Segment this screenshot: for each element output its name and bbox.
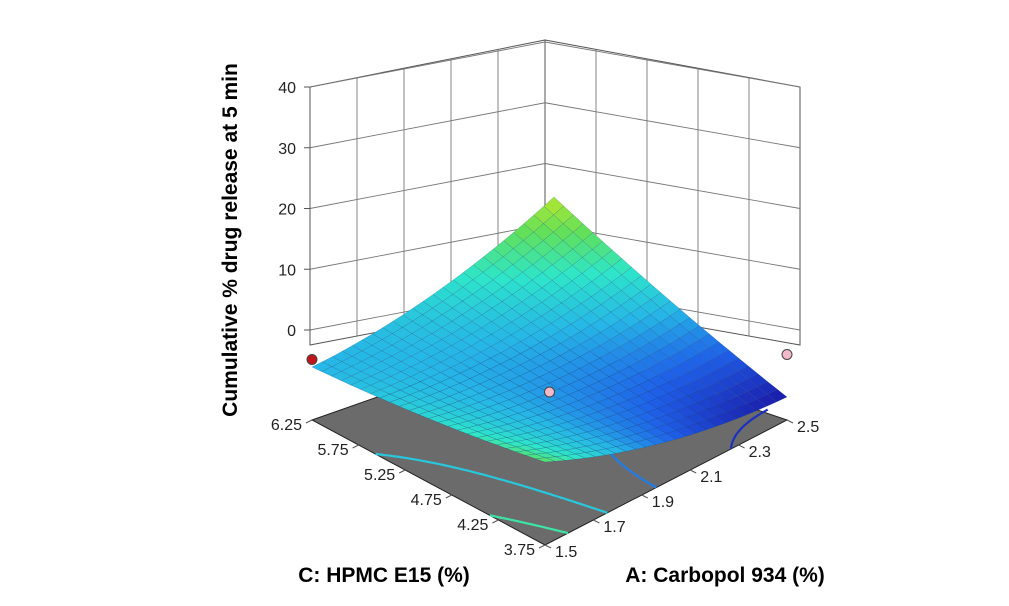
a-tick-label: 2.1 (700, 469, 722, 486)
c-tick (445, 494, 453, 499)
design-point (306, 354, 318, 365)
a-tick-label: 1.9 (652, 494, 674, 511)
left-wall-grid-h (309, 41, 546, 88)
c-tick-label: 4.25 (457, 517, 488, 534)
a-tick (544, 544, 552, 549)
c-tick (305, 419, 313, 424)
c-tick (538, 544, 546, 549)
a-tick-label: 1.5 (555, 544, 577, 561)
z-tick-label: 0 (287, 323, 296, 340)
a-axis-title: A: Carbopol 934 (%) (625, 564, 825, 587)
a-tick-label: 2.3 (749, 444, 771, 461)
left-wall-grid-h (309, 163, 546, 209)
c-axis-ticks: 3.75 4.25 4.75 5.25 5.75 6.25 (271, 417, 546, 559)
left-wall-grid-h (309, 223, 546, 270)
c-tick (398, 469, 406, 474)
a-tick (689, 469, 697, 474)
a-tick (593, 519, 600, 524)
design-point (781, 349, 793, 360)
a-tick (738, 444, 745, 449)
design-point (544, 386, 555, 398)
c-axis-title: C: HPMC E15 (%) (298, 564, 470, 587)
a-tick (641, 494, 649, 499)
c-tick-label: 3.75 (504, 542, 535, 559)
a-axis-ticks: 1.5 1.7 1.9 2.1 2.3 2.5 (544, 419, 819, 561)
z-axis-title: Cumulative % drug release at 5 min (219, 63, 242, 417)
right-wall-grid-h (544, 41, 801, 88)
z-tick-label: 40 (278, 80, 296, 97)
surface-patch (535, 457, 556, 463)
c-tick-label: 4.75 (411, 492, 442, 509)
z-tick-label: 20 (278, 202, 296, 219)
c-tick (352, 444, 359, 449)
response-surface (311, 196, 788, 463)
contour-line (729, 408, 769, 450)
c-tick-label: 6.25 (271, 417, 302, 434)
a-tick-label: 1.7 (603, 519, 625, 536)
design-points (306, 349, 793, 398)
c-tick-label: 5.25 (364, 467, 395, 484)
right-wall-grid-h (544, 163, 801, 209)
c-tick (492, 519, 499, 524)
z-tick-label: 30 (278, 141, 296, 158)
right-wall-grid-h (544, 102, 801, 149)
z-tick-label: 10 (278, 262, 296, 279)
a-tick-label: 2.5 (797, 419, 819, 436)
a-tick (786, 419, 794, 424)
c-tick-label: 5.75 (317, 442, 348, 459)
left-wall-grid-h (309, 102, 546, 149)
z-axis-ticks: 0 10 20 30 40 (278, 80, 310, 340)
